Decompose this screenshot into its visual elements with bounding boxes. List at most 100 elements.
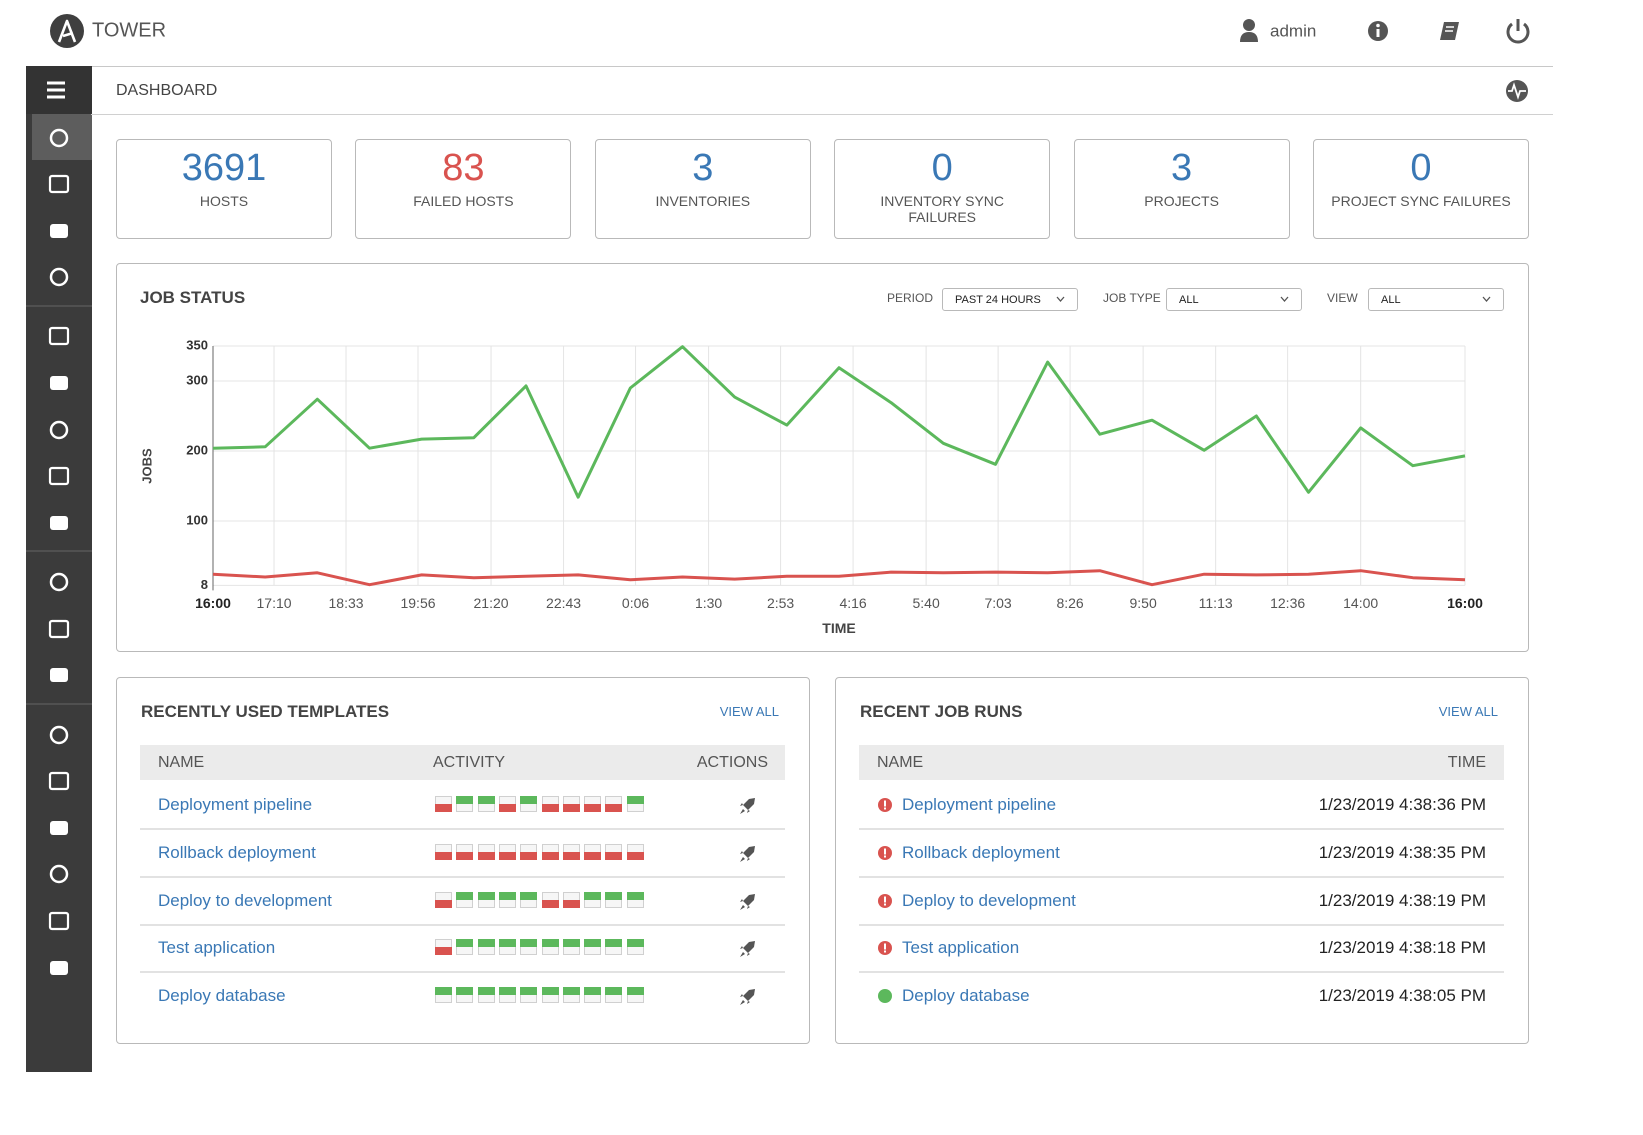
activity-square[interactable]: [541, 891, 559, 908]
activity-square[interactable]: [520, 939, 538, 956]
count-box[interactable]: 3 PROJECTS: [1073, 139, 1290, 239]
activity-stream-icon[interactable]: [1506, 80, 1528, 102]
template-name[interactable]: Test application: [158, 938, 276, 958]
nav-icon[interactable]: [48, 326, 70, 346]
activity-square[interactable]: [562, 987, 580, 1004]
docs-icon[interactable]: [1440, 22, 1459, 40]
activity-square[interactable]: [605, 843, 623, 860]
activity-square[interactable]: [584, 939, 602, 956]
activity-square[interactable]: [477, 796, 495, 812]
activity-square[interactable]: [562, 843, 580, 860]
activity-square[interactable]: [435, 939, 452, 956]
nav-icon[interactable]: [48, 771, 70, 791]
activity-square[interactable]: [456, 843, 474, 860]
launch-button[interactable]: [738, 939, 758, 959]
activity-square[interactable]: [456, 891, 474, 908]
job-name[interactable]: Rollback deployment: [902, 842, 1060, 862]
activity-square[interactable]: [584, 987, 602, 1004]
filter-select[interactable]: ALL: [1166, 288, 1302, 311]
activity-square[interactable]: [456, 987, 474, 1004]
activity-square[interactable]: [435, 796, 452, 812]
activity-square[interactable]: [541, 987, 559, 1004]
count-box[interactable]: 0 PROJECT SYNC FAILURES: [1313, 139, 1529, 239]
job-name[interactable]: Deployment pipeline: [902, 795, 1057, 814]
activity-square[interactable]: [626, 891, 644, 908]
activity-square[interactable]: [498, 987, 516, 1004]
activity-square[interactable]: [584, 891, 602, 908]
activity-square[interactable]: [498, 939, 516, 956]
job-name[interactable]: Deploy to development: [902, 890, 1076, 910]
nav-icon[interactable]: [49, 420, 69, 440]
activity-square[interactable]: [435, 891, 452, 908]
activity-square[interactable]: [605, 939, 623, 956]
nav-icon[interactable]: [49, 267, 69, 287]
activity-square[interactable]: [498, 796, 516, 812]
nav-icon[interactable]: [49, 864, 69, 884]
user-name[interactable]: admin: [1270, 21, 1316, 40]
nav-icon[interactable]: [48, 174, 70, 194]
activity-square[interactable]: [626, 843, 644, 860]
nav-icon[interactable]: [48, 619, 70, 639]
activity-square[interactable]: [626, 796, 644, 812]
view-all-link[interactable]: VIEW ALL: [719, 704, 779, 719]
activity-square[interactable]: [498, 891, 516, 908]
menu-icon[interactable]: [47, 81, 65, 99]
activity-square[interactable]: [605, 891, 623, 908]
job-name[interactable]: Deploy database: [902, 986, 1030, 1006]
nav-icon[interactable]: [50, 668, 68, 682]
activity-square[interactable]: [477, 891, 495, 908]
activity-square[interactable]: [562, 939, 580, 956]
logout-icon[interactable]: [1506, 19, 1530, 44]
launch-button[interactable]: [738, 844, 758, 864]
activity-square[interactable]: [498, 843, 516, 860]
activity-square[interactable]: [520, 796, 538, 812]
nav-icon[interactable]: [49, 128, 69, 148]
activity-square[interactable]: [477, 987, 495, 1004]
count-box[interactable]: 3 INVENTORIES: [594, 139, 811, 239]
activity-square[interactable]: [520, 891, 538, 908]
activity-square[interactable]: [520, 843, 538, 860]
info-icon[interactable]: [1368, 21, 1388, 41]
count-box[interactable]: 0 INVENTORY SYNC FAILURES: [834, 139, 1051, 239]
activity-square[interactable]: [477, 843, 495, 860]
template-name[interactable]: Rollback deployment: [158, 842, 316, 862]
launch-button[interactable]: [738, 892, 758, 912]
nav-icon[interactable]: [50, 516, 68, 530]
filter-select[interactable]: PAST 24 HOURS: [942, 288, 1078, 311]
nav-icon[interactable]: [48, 911, 70, 931]
activity-square[interactable]: [456, 796, 474, 812]
activity-square[interactable]: [584, 796, 602, 812]
launch-button[interactable]: [738, 987, 758, 1007]
activity-square[interactable]: [435, 843, 452, 860]
activity-square[interactable]: [456, 939, 474, 956]
view-all-link[interactable]: VIEW ALL: [1438, 704, 1498, 719]
launch-button[interactable]: [738, 796, 758, 816]
nav-icon[interactable]: [49, 725, 69, 745]
template-name[interactable]: Deploy to development: [158, 890, 332, 910]
template-name[interactable]: Deployment pipeline: [158, 795, 313, 814]
activity-square[interactable]: [605, 796, 623, 812]
activity-square[interactable]: [435, 987, 452, 1004]
activity-square[interactable]: [562, 891, 580, 908]
activity-square[interactable]: [584, 843, 602, 860]
activity-square[interactable]: [562, 796, 580, 812]
activity-square[interactable]: [626, 939, 644, 956]
activity-square[interactable]: [605, 987, 623, 1004]
activity-square[interactable]: [541, 796, 559, 812]
filter-select[interactable]: ALL: [1368, 288, 1504, 311]
activity-square[interactable]: [541, 843, 559, 860]
count-box[interactable]: 3691 HOSTS: [116, 139, 332, 239]
nav-icon[interactable]: [50, 376, 68, 390]
job-name[interactable]: Test application: [902, 938, 1020, 958]
user-icon[interactable]: [1240, 19, 1258, 42]
activity-square[interactable]: [520, 987, 538, 1004]
nav-icon[interactable]: [49, 572, 69, 592]
nav-icon[interactable]: [50, 961, 68, 975]
nav-icon[interactable]: [48, 466, 70, 486]
count-box[interactable]: 83 FAILED HOSTS: [355, 139, 572, 239]
template-name[interactable]: Deploy database: [158, 986, 286, 1006]
nav-icon[interactable]: [50, 224, 68, 238]
activity-square[interactable]: [626, 987, 644, 1004]
activity-square[interactable]: [477, 939, 495, 956]
activity-square[interactable]: [541, 939, 559, 956]
